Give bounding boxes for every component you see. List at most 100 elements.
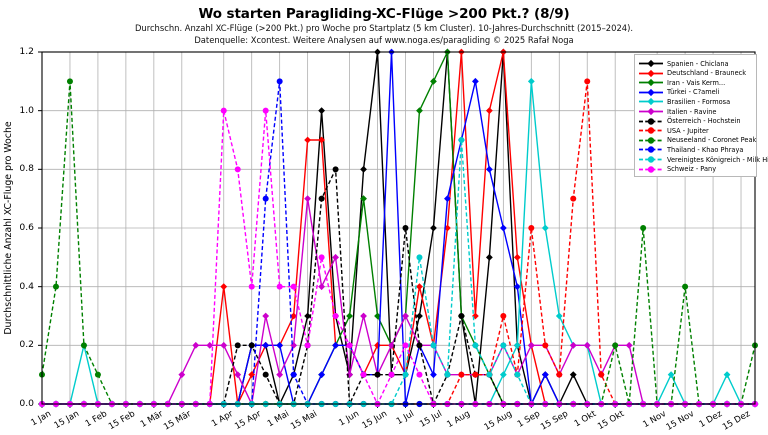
data-point [66, 78, 73, 85]
data-point [625, 341, 633, 349]
data-point [527, 341, 535, 349]
data-point [416, 342, 423, 349]
data-point [220, 107, 227, 114]
data-point [416, 283, 423, 291]
data-point [458, 137, 465, 143]
data-point [248, 342, 255, 349]
data-point [471, 312, 479, 320]
legend-symbol [639, 69, 663, 77]
legend-symbol [639, 165, 663, 173]
data-point [402, 312, 409, 320]
data-point [374, 371, 381, 378]
data-point [332, 253, 339, 261]
y-tick-label: 0.0 [19, 398, 34, 409]
data-point [723, 371, 731, 379]
legend-item[interactable]: Italien - Ravine [638, 106, 717, 117]
data-point [360, 371, 367, 378]
data-point [527, 77, 535, 85]
legend-item[interactable]: Neuseeland - Coronet Peak [638, 135, 756, 146]
legend-label: Thailand - Khao Phraya [667, 145, 744, 154]
data-point [471, 77, 479, 85]
data-point [416, 312, 423, 320]
data-point [290, 312, 298, 320]
legend-label: Spanien - Chiclana [667, 59, 729, 68]
data-point [583, 341, 591, 349]
legend-item[interactable]: USA - Jupiter [638, 125, 709, 136]
legend-symbol [639, 117, 663, 125]
data-point [360, 165, 367, 173]
legend-symbol [639, 146, 663, 154]
data-point [416, 371, 423, 378]
data-point [430, 224, 437, 232]
legend-label: Brasilien - Formosa [667, 97, 731, 106]
legend-symbol [639, 98, 663, 106]
data-point [682, 283, 689, 290]
data-point [374, 341, 381, 349]
data-point [598, 371, 605, 378]
legend-symbol [639, 127, 663, 134]
legend-item[interactable]: Spanien - Chiclana [638, 58, 729, 69]
legend-label: Italien - Ravine [667, 107, 717, 116]
data-point [584, 78, 591, 85]
data-point [248, 283, 255, 290]
data-point [304, 312, 312, 320]
y-tick-label: 0.4 [19, 280, 34, 292]
legend-item[interactable]: Vereinigtes Königreich - Milk Hill [638, 154, 768, 165]
series-10 [39, 137, 758, 407]
data-point [500, 313, 507, 319]
data-point [304, 195, 312, 203]
data-point [318, 136, 326, 144]
data-point [220, 283, 228, 291]
data-point [220, 341, 228, 349]
data-point [290, 341, 298, 349]
data-point [234, 342, 241, 349]
legend-item[interactable]: Deutschland - Brauneck [638, 68, 746, 79]
legend-symbol [639, 59, 663, 68]
data-point [80, 342, 87, 349]
data-point [416, 254, 423, 261]
legend-item[interactable]: Österreich - Hochstein [638, 116, 741, 127]
legend-symbol [639, 137, 663, 144]
data-point [304, 136, 312, 144]
data-point [262, 371, 269, 378]
legend-item[interactable]: Thailand - Khao Phraya [638, 144, 743, 155]
data-point [430, 371, 437, 379]
legend-symbol [639, 88, 663, 96]
data-point [360, 195, 367, 203]
data-point [542, 342, 549, 349]
data-point [276, 78, 283, 85]
data-point [430, 342, 437, 349]
data-point [360, 312, 367, 320]
data-point [318, 254, 325, 261]
y-tick-label: 0.8 [19, 163, 34, 175]
data-point [472, 371, 479, 378]
subtitle-line-2: Datenquelle: Xcontest. Weitere Analysen … [194, 34, 574, 45]
legend-label: Iran - Vais Kerm... [667, 78, 726, 87]
legend-item[interactable]: Brasilien - Formosa [638, 96, 730, 107]
data-point [318, 371, 326, 379]
data-point [569, 371, 577, 379]
data-point [234, 166, 241, 173]
series-line [42, 139, 755, 405]
data-point [499, 224, 507, 232]
data-point [555, 312, 563, 320]
data-point [346, 342, 353, 349]
data-point [513, 341, 521, 349]
data-point [569, 341, 577, 349]
chart-subtitle: Durchschn. Anzahl XC-Flüge (>200 Pkt.) p… [0, 23, 768, 46]
legend-item[interactable]: Türkei - C?ameli [638, 87, 719, 98]
data-point [667, 371, 675, 379]
legend-label: Vereinigtes Königreich - Milk Hill [667, 155, 768, 164]
chart-title: Wo starten Paragliding-XC-Flüge >200 Pkt… [198, 6, 570, 22]
data-point [332, 166, 339, 173]
data-point [318, 195, 325, 202]
legend-symbol [639, 79, 663, 87]
data-point [304, 342, 311, 349]
legend-item[interactable]: Iran - Vais Kerm... [638, 77, 725, 88]
data-point [290, 283, 297, 290]
data-point [556, 371, 563, 378]
data-point [262, 195, 269, 202]
legend-item[interactable]: Schweiz - Pany [638, 164, 716, 175]
legend-symbol [639, 156, 663, 163]
